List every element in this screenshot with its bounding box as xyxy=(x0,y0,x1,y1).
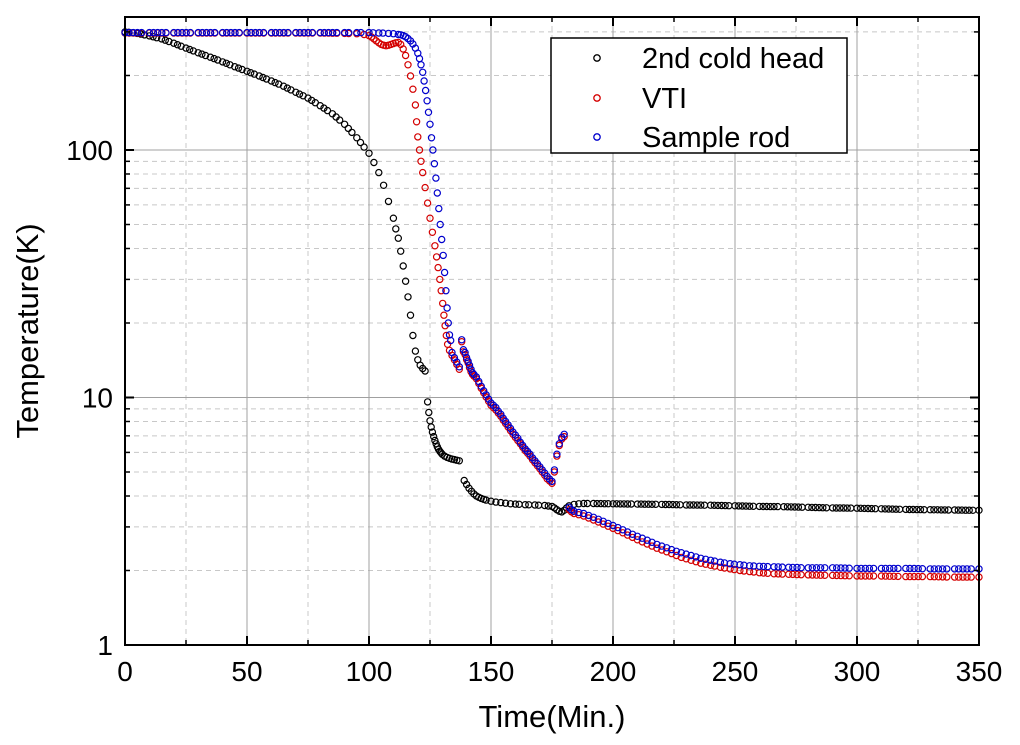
x-tick-label: 300 xyxy=(834,656,881,687)
legend-item-sample-rod: Sample rod xyxy=(593,122,790,154)
legend-marker-red-circle-icon xyxy=(593,94,601,102)
y-tick-label: 100 xyxy=(66,135,113,166)
tick-labels: 0 50 100 150 200 250 300 350 1 10 100 xyxy=(66,135,1002,687)
legend-marker-black-circle-icon xyxy=(593,54,601,62)
legend-marker-blue-circle-icon xyxy=(593,133,601,141)
x-tick-label: 100 xyxy=(346,656,393,687)
x-tick-label: 0 xyxy=(117,656,133,687)
legend-label: 2nd cold head xyxy=(642,43,824,75)
y-tick-label: 10 xyxy=(82,383,113,414)
legend: 2nd cold head VTI Sample rod xyxy=(550,37,848,154)
legend-label: Sample rod xyxy=(642,122,790,154)
x-tick-label: 150 xyxy=(468,656,515,687)
y-axis-title: Temperature(K) xyxy=(10,223,45,438)
y-tick-label: 1 xyxy=(97,630,113,661)
axes-frame-and-ticks xyxy=(124,16,980,646)
legend-label: VTI xyxy=(642,83,687,115)
x-tick-label: 200 xyxy=(590,656,637,687)
x-axis-title: Time(Min.) xyxy=(479,699,626,734)
x-tick-label: 50 xyxy=(231,656,262,687)
x-tick-label: 250 xyxy=(712,656,759,687)
legend-item-vti: VTI xyxy=(593,83,687,115)
x-tick-label: 350 xyxy=(956,656,1003,687)
legend-item-2nd-cold-head: 2nd cold head xyxy=(593,43,824,75)
series-sample-rod xyxy=(121,28,983,573)
